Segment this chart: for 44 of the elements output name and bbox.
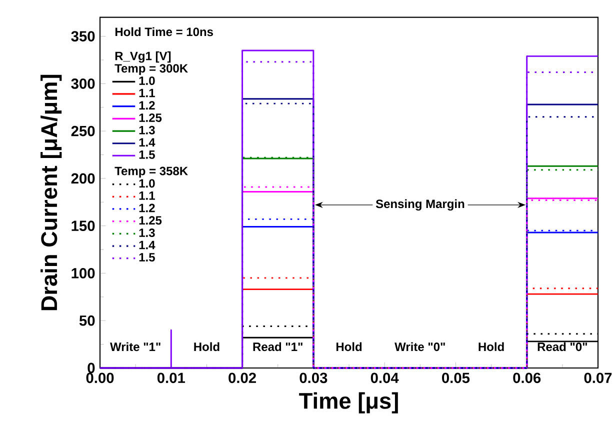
x-tick-label: 0.02 <box>228 372 256 384</box>
legend-label: 1.5 <box>139 253 155 262</box>
legend-label: 1.4 <box>139 138 156 147</box>
annotation: Sensing Margin <box>376 199 464 211</box>
x-tick-label: 0.04 <box>370 372 399 384</box>
x-tick-label: 0.07 <box>584 372 612 384</box>
legend-label: 1.25 <box>139 113 162 122</box>
legend-label: 1.2 <box>139 204 155 212</box>
annotation: Hold <box>194 342 220 352</box>
legend-label: 1.2 <box>139 101 155 110</box>
y-tick-label: 300 <box>71 78 95 89</box>
legend-label: 1.0 <box>139 76 155 85</box>
annotation: Read "1" <box>253 342 302 352</box>
annotation: Write "0" <box>394 342 445 352</box>
legend-label: 1.3 <box>139 228 155 238</box>
legend-label: 1.5 <box>139 150 155 159</box>
x-tick-label: 0.01 <box>157 372 185 384</box>
y-tick-label: 350 <box>71 31 95 42</box>
x-tick-label: 0.00 <box>86 372 114 384</box>
legend-label: 1.4 <box>139 240 156 250</box>
y-tick-label: 150 <box>72 220 95 232</box>
y-tick-label: 200 <box>71 173 95 184</box>
y-tick-label: 0 <box>88 362 95 374</box>
x-tick-label: 0.06 <box>513 372 541 384</box>
legend-label: 1.1 <box>139 88 155 98</box>
annotation: Temp = 300K <box>114 64 188 75</box>
annotation: Hold <box>478 342 504 352</box>
y-tick-label: 250 <box>71 126 95 136</box>
legend-label: 1.1 <box>139 192 155 200</box>
x-axis-title: Time [μs] <box>299 392 398 414</box>
annotation: Write "1" <box>110 342 160 352</box>
legend-title: R_Vg1 [V] <box>115 51 171 63</box>
x-tick-label: 0.03 <box>300 372 328 384</box>
x-tick-label: 0.05 <box>442 372 470 384</box>
legend-label: 1.3 <box>139 126 155 134</box>
legend-label: 1.25 <box>139 216 162 225</box>
annotation: Read "0" <box>538 342 587 352</box>
legend-label: 1.0 <box>139 179 155 188</box>
annotation: Hold Time = 10ns <box>115 27 214 36</box>
y-tick-label: 100 <box>72 268 95 278</box>
annotation: Hold <box>336 342 362 352</box>
y-axis-title: Drain Current [μA/μm] <box>40 74 62 310</box>
y-tick-label: 50 <box>79 315 95 326</box>
annotation: Temp = 358K <box>114 166 188 178</box>
